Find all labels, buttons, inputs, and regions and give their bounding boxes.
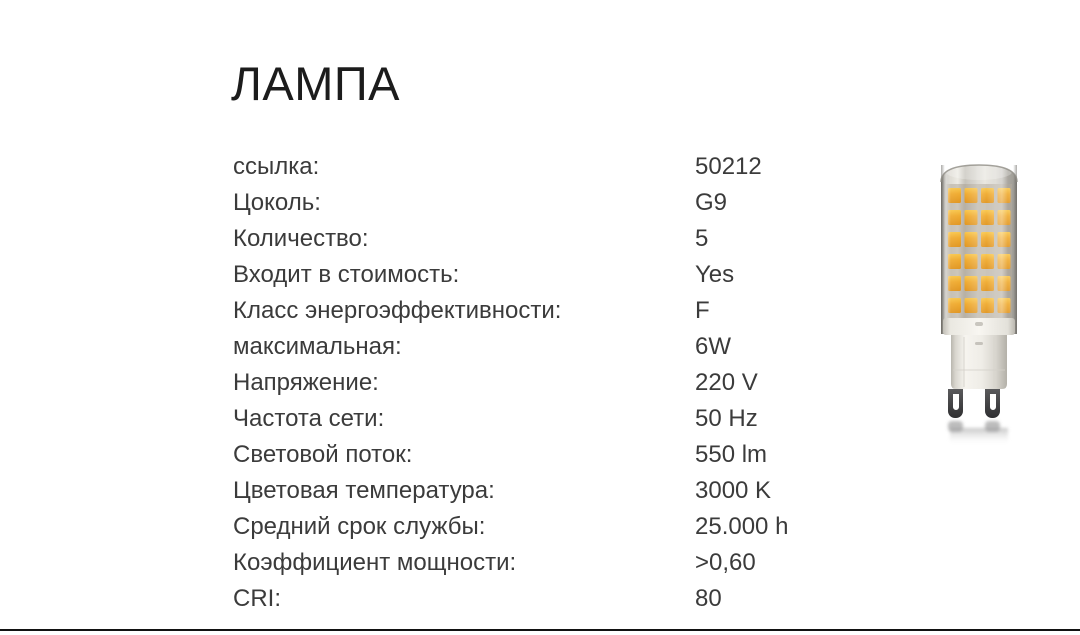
spec-row: Входит в стоимость: Yes <box>233 257 873 293</box>
spec-label: Коэффициент мощности: <box>233 549 517 576</box>
spec-value: 3000 K <box>695 477 772 504</box>
spec-value: 25.000 h <box>695 513 789 540</box>
spec-value: G9 <box>695 189 728 216</box>
spec-label: Количество: <box>233 225 369 252</box>
spec-value: F <box>695 297 710 324</box>
spec-label: CRI: <box>233 585 281 612</box>
spec-value: Yes <box>695 261 735 288</box>
spec-row: Коэффициент мощности: >0,60 <box>233 545 873 581</box>
page-title: ЛАМПА <box>231 57 400 110</box>
spec-row: Средний срок службы: 25.000 h <box>233 509 873 545</box>
spec-label: Частота сети: <box>233 405 385 432</box>
spec-row: Частота сети: 50 Hz <box>233 401 873 437</box>
spec-label: Цоколь: <box>233 189 321 216</box>
spec-value: 50 Hz <box>695 405 758 432</box>
spec-value: 80 <box>695 585 722 612</box>
spec-label: ссылка: <box>233 153 320 180</box>
spec-label: Световой поток: <box>233 441 413 468</box>
spec-row: максимальная: 6W <box>233 329 873 365</box>
spec-row: Световой поток: 550 lm <box>233 437 873 473</box>
spec-table: ссылка: 50212 Цоколь: G9 Количество: 5 В… <box>233 149 873 617</box>
product-image-g9-led-bulb <box>936 162 1022 447</box>
spec-value: 5 <box>695 225 709 252</box>
spec-value: 220 V <box>695 369 758 396</box>
spec-label: максимальная: <box>233 333 402 360</box>
spec-row: CRI: 80 <box>233 581 873 617</box>
g9-bulb-illustration <box>940 164 1018 446</box>
spec-row: Цоколь: G9 <box>233 185 873 221</box>
spec-label: Цветовая температура: <box>233 477 495 504</box>
spec-label: Класс энергоэффективности: <box>233 297 562 324</box>
spec-row: Количество: 5 <box>233 221 873 257</box>
spec-row: Напряжение: 220 V <box>233 365 873 401</box>
spec-label: Входит в стоимость: <box>233 261 460 288</box>
spec-row: Класс энергоэффективности: F <box>233 293 873 329</box>
spec-value: >0,60 <box>695 549 756 576</box>
spec-value: 50212 <box>695 153 762 180</box>
spec-label: Средний срок службы: <box>233 513 486 540</box>
spec-row: ссылка: 50212 <box>233 149 873 185</box>
bottom-divider <box>0 629 1080 631</box>
spec-row: Цветовая температура: 3000 K <box>233 473 873 509</box>
spec-label: Напряжение: <box>233 369 379 396</box>
spec-value: 550 lm <box>695 441 768 468</box>
spec-value: 6W <box>695 333 731 360</box>
